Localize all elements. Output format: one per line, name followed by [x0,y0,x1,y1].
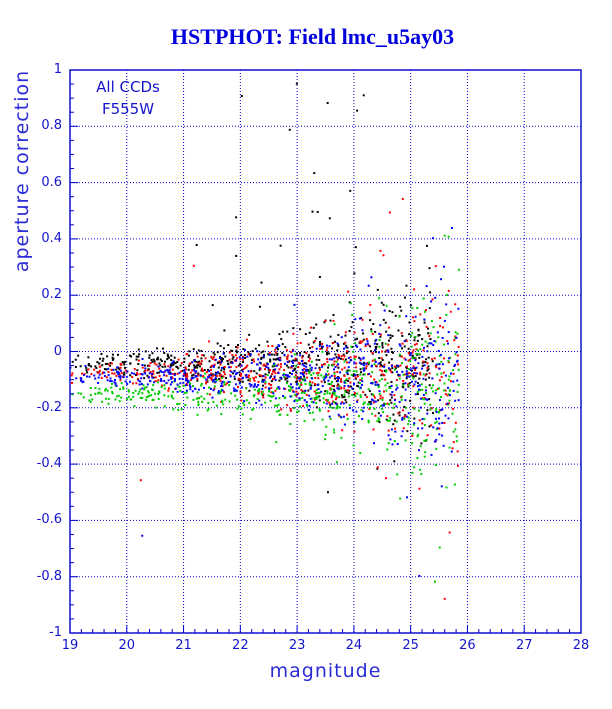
x-tick-label: 27 [515,638,533,653]
x-tick-label: 23 [288,638,306,653]
chart-title: HSTPHOT: Field lmc_u5ay03 [170,24,455,49]
y-tick-label: 0 [53,343,62,359]
x-tick-label: 21 [175,638,192,653]
series-ccd-blue [75,226,460,577]
y-tick-label: 0.4 [41,230,62,246]
x-tick-label: 19 [61,638,79,653]
plot-legend: All CCDs F555W [84,76,172,120]
y-tick-label: 0.8 [41,118,62,134]
y-tick-label: 1 [53,62,62,77]
series-ccd-green [71,234,460,583]
x-axis-title: magnitude [269,660,382,682]
legend-line-filter: F555W [101,100,155,118]
y-tick-label: -0.2 [36,399,62,415]
y-tick-label: -1 [49,625,62,640]
y-tick-label: -0.4 [36,456,62,472]
x-tick-label: 25 [402,638,419,653]
x-tick-label: 20 [118,638,136,653]
x-tick-label: 22 [232,638,249,653]
series-ccd-black [69,82,434,494]
y-tick-label: 0.6 [41,174,62,190]
legend-line-all-ccds: All CCDs [96,78,160,96]
y-tick-label: 0.2 [41,287,62,303]
y-tick-label: -0.6 [36,512,62,528]
data-points [69,82,460,600]
x-tick-label: 24 [345,638,363,653]
x-tick-label: 26 [459,638,476,653]
series-ccd-red [70,197,460,600]
x-tick-label: 28 [572,638,590,653]
axis-ticks [69,69,582,634]
y-tick-label: -0.8 [36,568,62,584]
